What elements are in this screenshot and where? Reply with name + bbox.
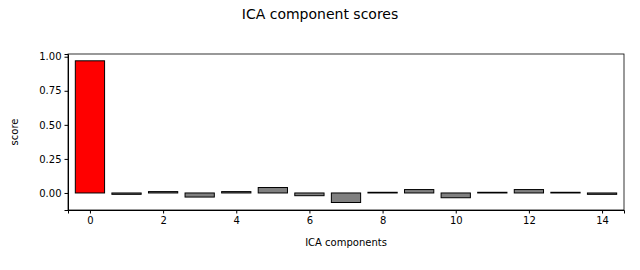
x-tick: 0 bbox=[87, 210, 93, 226]
x-axis-line bbox=[69, 211, 625, 214]
x-tick-label: 4 bbox=[234, 215, 240, 226]
bar bbox=[441, 193, 470, 198]
y-tick: 0.50 bbox=[39, 120, 68, 131]
y-tick-mark bbox=[65, 91, 69, 92]
x-tick-label: 12 bbox=[523, 215, 536, 226]
x-tick-label: 10 bbox=[450, 215, 463, 226]
x-tick: 6 bbox=[307, 210, 313, 226]
y-tick-mark bbox=[65, 159, 69, 160]
bars bbox=[75, 61, 616, 203]
x-tick-mark bbox=[163, 210, 164, 214]
bar bbox=[148, 192, 177, 193]
bar bbox=[112, 193, 141, 194]
x-tick-label: 2 bbox=[160, 215, 166, 226]
y-axis-label: score bbox=[9, 119, 20, 146]
x-tick: 4 bbox=[234, 210, 240, 226]
bar bbox=[514, 190, 543, 193]
bar bbox=[587, 193, 616, 194]
x-tick-label: 6 bbox=[307, 215, 313, 226]
x-tick-mark bbox=[383, 210, 384, 214]
x-tick: 2 bbox=[160, 210, 166, 226]
y-tick: 0.00 bbox=[39, 188, 68, 199]
chart: ICA component scores024681012140.000.250… bbox=[0, 0, 640, 270]
bar bbox=[368, 192, 397, 194]
bar bbox=[185, 193, 214, 197]
bar bbox=[258, 188, 287, 193]
bar bbox=[295, 193, 324, 196]
x-tick: 8 bbox=[380, 210, 386, 226]
y-tick-label: 0.00 bbox=[39, 188, 61, 199]
y-tick-label: 1.00 bbox=[39, 51, 61, 62]
x-tick-mark bbox=[236, 210, 237, 214]
y-axis: 0.00 0.25 0.50 0.75 1.00 bbox=[39, 51, 68, 210]
y-tick-label: 0.25 bbox=[39, 154, 61, 165]
bar bbox=[551, 192, 580, 194]
x-tick-mark bbox=[90, 210, 91, 214]
bar bbox=[75, 61, 104, 193]
y-tick-mark bbox=[65, 57, 69, 58]
x-tick-label: 14 bbox=[596, 215, 609, 226]
x-tick-mark bbox=[309, 210, 310, 214]
title: ICA component scores bbox=[242, 6, 399, 22]
y-tick-mark bbox=[65, 125, 69, 126]
y-tick-mark bbox=[65, 193, 69, 194]
x-axis-label: ICA components bbox=[305, 237, 387, 248]
plot-frame bbox=[68, 54, 624, 210]
x-tick: 12 bbox=[523, 210, 536, 226]
x-tick-mark bbox=[456, 210, 457, 214]
bar bbox=[405, 190, 434, 193]
bar bbox=[222, 192, 251, 193]
x-tick: 14 bbox=[596, 210, 609, 226]
y-tick-label: 0.75 bbox=[39, 85, 61, 96]
x-tick: 10 bbox=[450, 210, 463, 226]
bar bbox=[478, 192, 507, 194]
y-tick: 1.00 bbox=[39, 51, 68, 62]
x-tick-label: 0 bbox=[87, 215, 93, 226]
x-tick-label: 8 bbox=[380, 215, 386, 226]
y-tick: 0.75 bbox=[39, 85, 68, 96]
x-tick-mark bbox=[602, 210, 603, 214]
bar bbox=[331, 193, 360, 203]
x-tick-mark bbox=[529, 210, 530, 214]
y-tick-label: 0.50 bbox=[39, 120, 61, 131]
x-axis: 0 2 4 6 8 10 12 14 bbox=[69, 210, 625, 226]
y-tick: 0.25 bbox=[39, 154, 68, 165]
